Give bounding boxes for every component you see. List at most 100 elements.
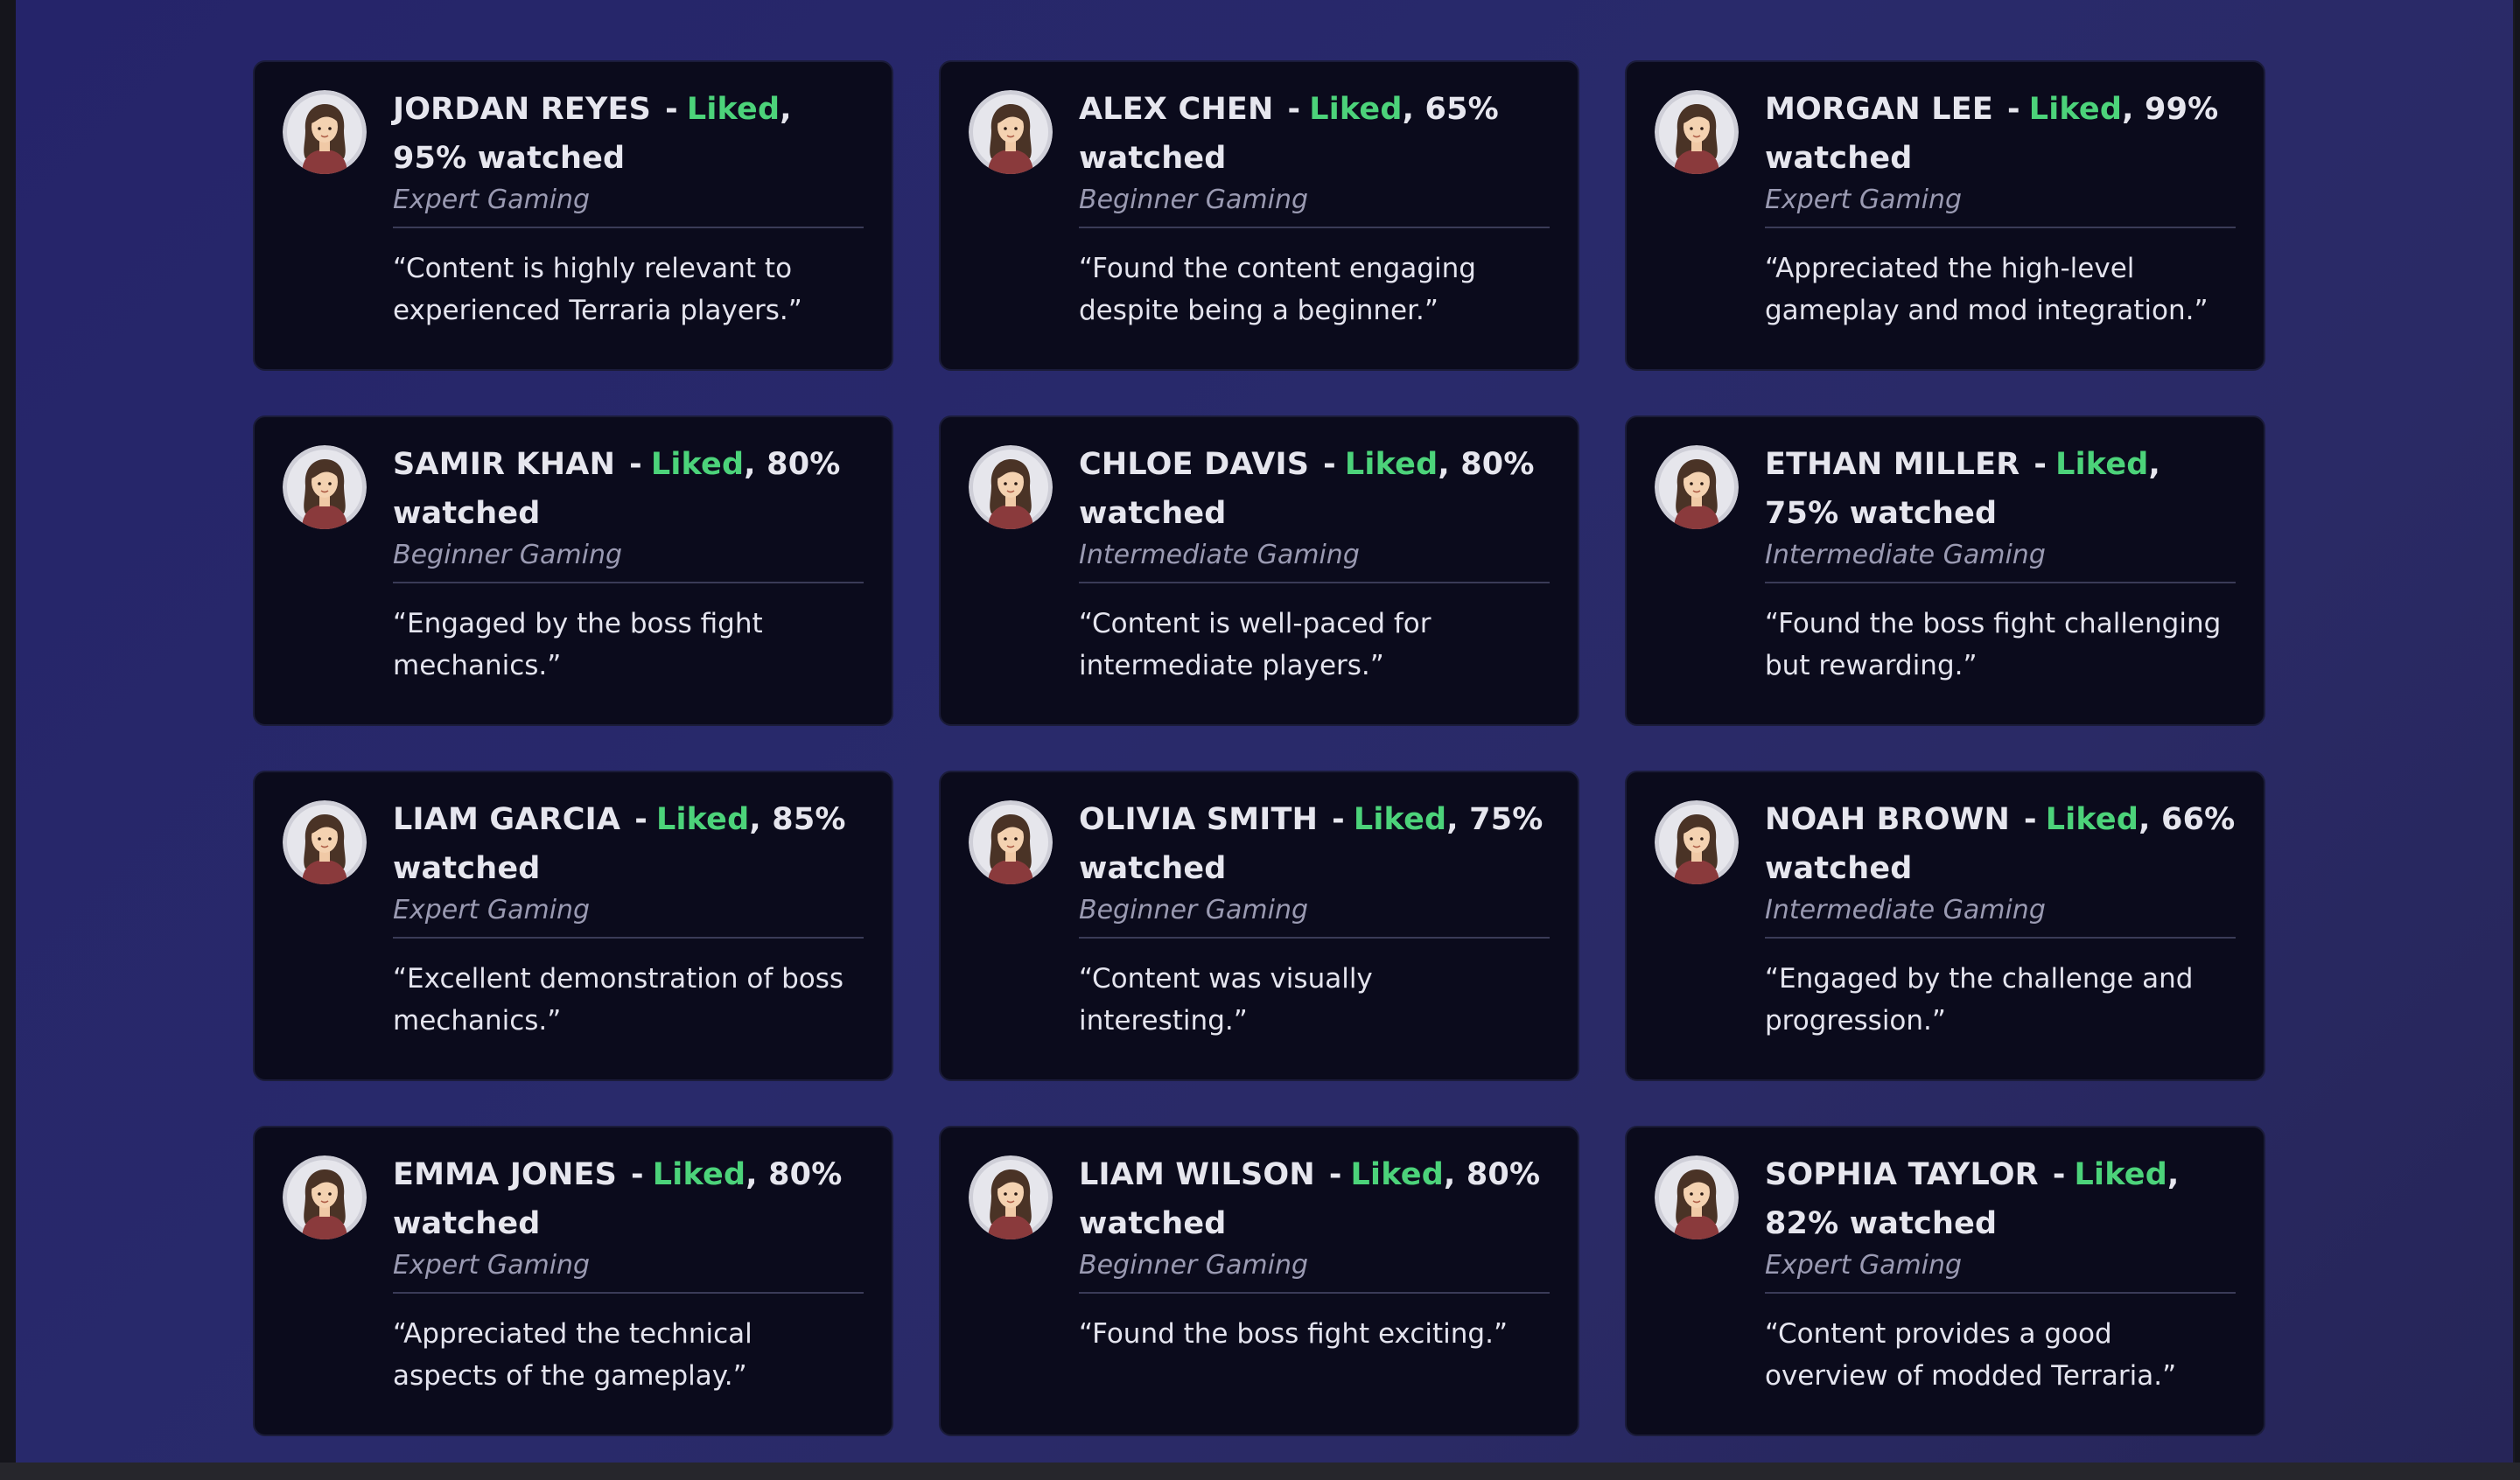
separator: - xyxy=(1323,447,1336,482)
review-header: EMMA JONES - Liked, 80% watched xyxy=(393,1150,864,1248)
watched-percent: 85% xyxy=(772,802,846,837)
comma: , xyxy=(2122,92,2146,127)
reviewer-name: NOAH BROWN xyxy=(1765,802,2010,837)
watched-label: watched xyxy=(393,1206,541,1241)
watched-percent: 80% xyxy=(1460,447,1535,482)
review-quote: “Excellent demonstration of boss mechani… xyxy=(393,963,844,1037)
woman-avatar-icon xyxy=(1655,800,1739,884)
review-header: OLIVIA SMITH - Liked, 75% watched xyxy=(1079,795,1550,893)
separator: - xyxy=(2052,1157,2066,1192)
watched-label: watched xyxy=(477,141,626,176)
reviewer-name: LIAM WILSON xyxy=(1079,1157,1315,1192)
review-card: LIAM WILSON - Liked, 80% watched Beginner … xyxy=(939,1126,1579,1436)
comma: , xyxy=(2138,802,2162,837)
comma: , xyxy=(746,1157,769,1192)
status-badge: Liked xyxy=(1344,447,1438,482)
reviewer-name: LIAM GARCIA xyxy=(393,802,621,837)
review-quote: “Content is highly relevant to experienc… xyxy=(393,253,802,326)
woman-avatar-icon xyxy=(1655,445,1739,529)
reviewer-name: ALEX CHEN xyxy=(1079,92,1274,127)
review-header: ALEX CHEN - Liked, 65% watched xyxy=(1079,85,1550,183)
review-header: MORGAN LEE - Liked, 99% watched xyxy=(1765,85,2236,183)
review-quote: “Found the boss fight challenging but re… xyxy=(1765,608,2222,681)
reviewer-category: Beginner Gaming xyxy=(393,538,864,583)
review-card: MORGAN LEE - Liked, 99% watched Expert Gam… xyxy=(1625,60,2265,371)
reviewer-name: EMMA JONES xyxy=(393,1157,618,1192)
review-header: CHLOE DAVIS - Liked, 80% watched xyxy=(1079,440,1550,538)
reviewer-name: OLIVIA SMITH xyxy=(1079,802,1319,837)
separator: - xyxy=(1332,802,1345,837)
review-card: EMMA JONES - Liked, 80% watched Expert Gam… xyxy=(253,1126,893,1436)
woman-avatar-icon xyxy=(969,90,1053,174)
review-card: SAMIR KHAN - Liked, 80% watched Beginner G… xyxy=(253,415,893,726)
comma: , xyxy=(1438,447,1461,482)
comma: , xyxy=(780,92,792,127)
separator: - xyxy=(2034,447,2048,482)
comma: , xyxy=(1443,1157,1466,1192)
review-header: LIAM WILSON - Liked, 80% watched xyxy=(1079,1150,1550,1248)
reviewer-category: Beginner Gaming xyxy=(1079,1248,1550,1294)
separator: - xyxy=(1328,1157,1342,1192)
reviewer-category: Expert Gaming xyxy=(393,893,864,939)
woman-avatar-icon xyxy=(1655,90,1739,174)
separator: - xyxy=(1287,92,1301,127)
reviewer-name: ETHAN MILLER xyxy=(1765,447,2020,482)
watched-percent: 95% xyxy=(393,141,467,176)
review-quote: “Appreciated the high-level gameplay and… xyxy=(1765,253,2208,326)
comma: , xyxy=(2148,447,2161,482)
comma: , xyxy=(1402,92,1425,127)
reviewer-name: MORGAN LEE xyxy=(1765,92,1993,127)
woman-avatar-icon xyxy=(1655,1155,1739,1239)
reviewer-category: Intermediate Gaming xyxy=(1079,538,1550,583)
watched-label: watched xyxy=(1765,851,1913,886)
watched-label: watched xyxy=(1765,141,1913,176)
review-quote: “Found the boss fight exciting.” xyxy=(1079,1318,1508,1350)
watched-label: watched xyxy=(393,496,541,531)
separator: - xyxy=(2023,802,2037,837)
separator: - xyxy=(634,802,648,837)
review-card: NOAH BROWN - Liked, 66% watched Intermedia… xyxy=(1625,771,2265,1081)
status-badge: Liked xyxy=(2055,447,2149,482)
watched-label: watched xyxy=(1849,1206,1998,1241)
woman-avatar-icon xyxy=(283,90,367,174)
reviewer-category: Expert Gaming xyxy=(1765,183,2236,228)
review-header: JORDAN REYES - Liked, 95% watched xyxy=(393,85,864,183)
bottom-bar xyxy=(0,1463,2520,1480)
separator: - xyxy=(631,1157,644,1192)
review-header: SOPHIA TAYLOR - Liked, 82% watched xyxy=(1765,1150,2236,1248)
status-badge: Liked xyxy=(1309,92,1403,127)
review-quote: “Engaged by the challenge and progressio… xyxy=(1765,963,2194,1037)
woman-avatar-icon xyxy=(969,800,1053,884)
comma: , xyxy=(2166,1157,2180,1192)
comma: , xyxy=(744,447,767,482)
woman-avatar-icon xyxy=(283,1155,367,1239)
watched-label: watched xyxy=(1079,1206,1227,1241)
review-header: LIAM GARCIA - Liked, 85% watched xyxy=(393,795,864,893)
review-card: JORDAN REYES - Liked, 95% watched Expert G… xyxy=(253,60,893,371)
reviewer-category: Beginner Gaming xyxy=(1079,893,1550,939)
review-card: SOPHIA TAYLOR - Liked, 82% watched Expert … xyxy=(1625,1126,2265,1436)
status-badge: Liked xyxy=(650,447,745,482)
reviewer-name: CHLOE DAVIS xyxy=(1079,447,1310,482)
woman-avatar-icon xyxy=(283,800,367,884)
review-card: ETHAN MILLER - Liked, 75% watched Intermed… xyxy=(1625,415,2265,726)
review-quote: “Content was visually interesting.” xyxy=(1079,963,1373,1037)
review-quote: “Found the content engaging despite bein… xyxy=(1079,253,1476,326)
watched-percent: 80% xyxy=(766,447,841,482)
watched-percent: 99% xyxy=(2145,92,2219,127)
watched-label: watched xyxy=(1079,496,1227,531)
review-header: SAMIR KHAN - Liked, 80% watched xyxy=(393,440,864,538)
reviewer-category: Expert Gaming xyxy=(393,1248,864,1294)
watched-percent: 75% xyxy=(1469,802,1544,837)
reviewer-name: SOPHIA TAYLOR xyxy=(1765,1157,2039,1192)
reviewer-category: Expert Gaming xyxy=(393,183,864,228)
review-header: NOAH BROWN - Liked, 66% watched xyxy=(1765,795,2236,893)
woman-avatar-icon xyxy=(283,445,367,529)
watched-percent: 65% xyxy=(1424,92,1499,127)
comma: , xyxy=(1446,802,1470,837)
watched-percent: 80% xyxy=(1466,1157,1541,1192)
review-quote: “Appreciated the technical aspects of th… xyxy=(393,1318,752,1392)
watched-label: watched xyxy=(1079,851,1227,886)
watched-percent: 66% xyxy=(2161,802,2236,837)
separator: - xyxy=(2006,92,2020,127)
